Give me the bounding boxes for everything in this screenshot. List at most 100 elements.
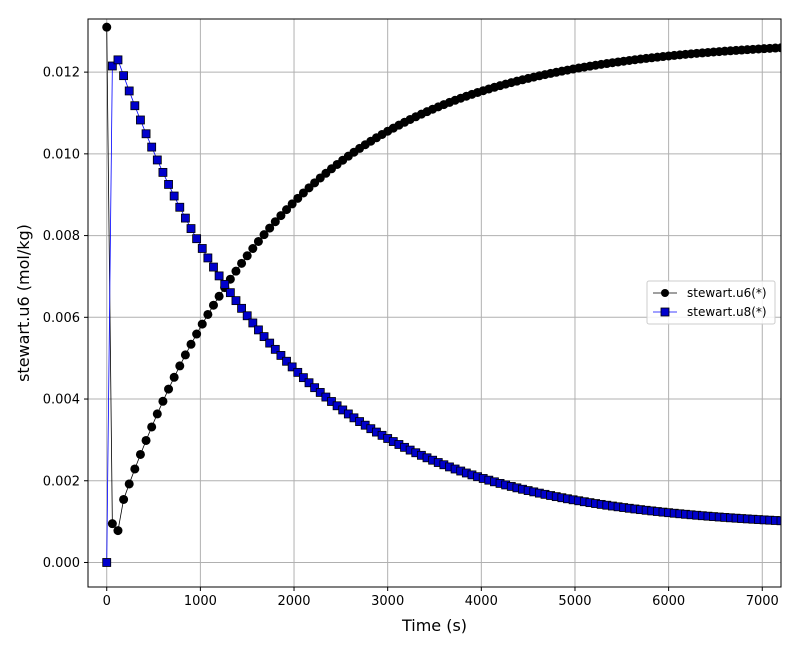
u6-point xyxy=(276,211,286,221)
u6-point xyxy=(776,43,781,53)
u6-point xyxy=(208,300,218,310)
u6-point xyxy=(237,258,247,268)
x-tick-label: 5000 xyxy=(558,594,591,609)
u8-point xyxy=(169,191,179,201)
u6-point xyxy=(192,329,202,339)
u8-point xyxy=(220,280,230,289)
u8-point xyxy=(147,142,157,152)
series-group xyxy=(102,22,781,567)
u8-point xyxy=(276,351,286,360)
legend-label-u6: stewart.u6(*) xyxy=(687,286,767,300)
x-tick-label: 7000 xyxy=(746,594,779,609)
u6-point xyxy=(270,217,280,227)
u8-point xyxy=(293,367,303,377)
u6-point xyxy=(203,309,213,319)
u8-point xyxy=(321,392,331,402)
u6-point xyxy=(248,244,258,253)
u6-point xyxy=(242,251,252,261)
u8-point xyxy=(214,271,224,281)
axes-frame xyxy=(87,18,782,588)
u6-point xyxy=(113,526,123,536)
u8-point xyxy=(304,378,314,388)
x-tick-label: 6000 xyxy=(652,594,685,609)
y-tick-label: 0.006 xyxy=(43,311,80,326)
u8-point xyxy=(136,115,145,125)
y-tick-label: 0.008 xyxy=(43,229,80,244)
u8-point xyxy=(776,516,781,526)
x-tick-label: 1000 xyxy=(184,594,217,609)
u6-point xyxy=(158,396,168,406)
u8-point xyxy=(186,224,196,233)
u8-point xyxy=(130,101,140,111)
u6-point xyxy=(164,384,174,394)
u8-point xyxy=(203,253,213,263)
u6-point xyxy=(231,266,241,276)
y-tick-label: 0.010 xyxy=(43,147,80,162)
x-tick-label: 4000 xyxy=(465,594,498,609)
x-ticks: 0 1000 2000 3000 4000 5000 6000 7000 xyxy=(103,587,779,609)
u8-point xyxy=(141,129,151,139)
u6-point xyxy=(293,193,303,203)
u8-point xyxy=(209,262,218,272)
u8-point xyxy=(152,155,162,165)
y-tick-label: 0.000 xyxy=(43,556,80,571)
u6-point xyxy=(141,435,151,445)
u8-point xyxy=(197,244,207,253)
u6-point xyxy=(197,319,207,329)
u6-point xyxy=(253,236,263,246)
u6-point xyxy=(102,22,112,32)
x-tick-label: 2000 xyxy=(277,594,310,609)
u8-point xyxy=(119,71,128,81)
u6-point xyxy=(287,199,297,209)
u8-point xyxy=(107,61,117,71)
u8-point xyxy=(237,303,246,313)
x-tick-label: 3000 xyxy=(371,594,404,609)
u6-point xyxy=(152,409,162,419)
u8-point xyxy=(175,202,185,212)
u8-point xyxy=(192,234,202,244)
legend: stewart.u6(*) stewart.u8(*) xyxy=(646,280,776,325)
y-tick-label: 0.004 xyxy=(43,393,80,408)
u6-point xyxy=(180,350,190,360)
legend-marker-u8 xyxy=(660,307,670,317)
legend-box xyxy=(646,280,776,325)
plot-area xyxy=(102,22,781,567)
x-axis-label: Time (s) xyxy=(401,616,467,635)
u6-point xyxy=(135,449,145,459)
legend-label-u8: stewart.u8(*) xyxy=(687,305,767,319)
u8-point xyxy=(102,558,112,567)
y-tick-label: 0.002 xyxy=(43,474,80,489)
u8-point xyxy=(254,325,263,335)
u6-point xyxy=(214,291,224,301)
grid xyxy=(88,19,781,587)
u8-point xyxy=(124,86,134,96)
x-tick-label: 0 xyxy=(103,594,111,609)
u8-point xyxy=(259,332,269,342)
u8-point xyxy=(298,373,308,383)
u6-point xyxy=(259,230,269,240)
u6-point xyxy=(265,223,275,233)
y-axis-label: stewart.u6 (mol/kg) xyxy=(14,224,33,382)
u8-point xyxy=(248,318,258,328)
u8-point xyxy=(158,167,168,177)
u8-point xyxy=(225,288,235,298)
u6-point xyxy=(130,464,140,474)
u8-point xyxy=(310,383,320,393)
u8-point xyxy=(231,296,241,306)
u8-point xyxy=(282,356,291,366)
y-tick-label: 0.012 xyxy=(43,66,80,81)
u8-point xyxy=(164,180,173,189)
u8-point xyxy=(270,344,280,354)
u6-point xyxy=(175,361,185,371)
u6-point xyxy=(107,519,117,529)
u8-point xyxy=(242,311,252,321)
u8-point xyxy=(265,338,275,348)
u8-point xyxy=(180,213,190,223)
u6-point xyxy=(147,422,157,432)
u6-point xyxy=(186,339,196,349)
u6-point xyxy=(282,205,292,215)
u8-point xyxy=(113,55,123,65)
u8-point xyxy=(287,362,297,372)
